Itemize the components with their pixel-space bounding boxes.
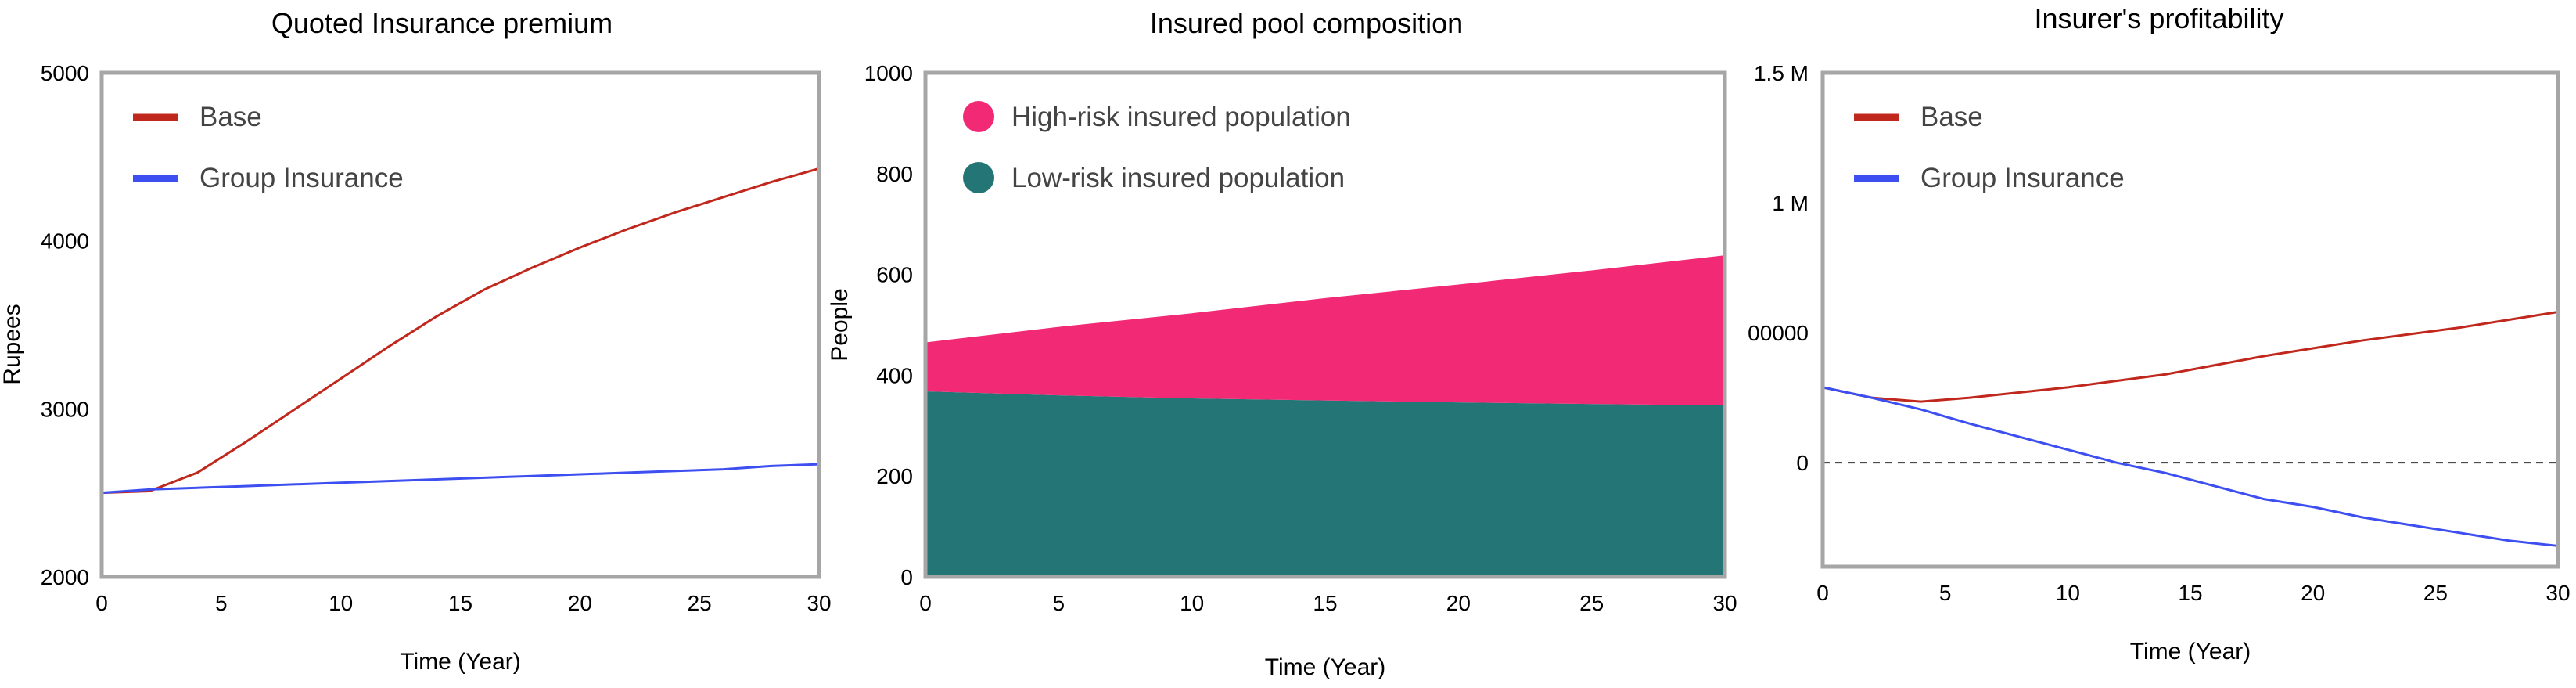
- line-series-1: [1822, 386, 2559, 547]
- x-tick-label: 20: [2301, 581, 2325, 605]
- x-axis-label: Time (Year): [400, 649, 520, 675]
- y-tick-label: 2000: [41, 565, 89, 589]
- y-tick-label: 1.5 M: [1754, 61, 1809, 85]
- plot-frame: [1820, 70, 2560, 569]
- y-tick-label: 400: [876, 363, 913, 387]
- y-tick-label: 1 M: [1772, 191, 1809, 215]
- x-tick-label: 10: [1180, 591, 1204, 615]
- y-axis-label: People: [827, 288, 853, 361]
- line-series-0: [101, 167, 820, 495]
- plot-frame: [923, 70, 1727, 579]
- y-tick-label: 1000: [864, 61, 913, 85]
- x-tick-label: 10: [329, 591, 353, 615]
- x-tick-label: 5: [215, 591, 228, 615]
- x-tick-label: 30: [807, 591, 831, 615]
- y-tick-label: 5000: [41, 61, 89, 85]
- chart-title: Insured pool composition: [1150, 7, 1463, 39]
- y-tick-label: 800: [876, 162, 913, 186]
- x-tick-label: 25: [1579, 591, 1604, 615]
- y-tick-label: 0: [900, 565, 913, 589]
- x-tick-label: 25: [2423, 581, 2448, 605]
- legend-label: High-risk insured population: [1011, 102, 1351, 132]
- legend-swatch: [963, 162, 994, 193]
- y-tick-label: 3000: [41, 397, 89, 421]
- legend-label: Base: [1920, 102, 1983, 132]
- x-tick-label: 0: [919, 591, 932, 615]
- legend-label: Low-risk insured population: [1011, 163, 1345, 193]
- x-tick-label: 10: [2056, 581, 2080, 605]
- plot-frame: [99, 70, 821, 579]
- legend-label: Group Insurance: [199, 163, 404, 193]
- line-series-1: [101, 463, 820, 495]
- legend-swatch: [963, 101, 994, 132]
- y-tick-label: 200: [876, 464, 913, 488]
- x-axis-label: Time (Year): [1265, 654, 1385, 680]
- x-axis-label: Time (Year): [2130, 639, 2251, 665]
- x-tick-label: 20: [568, 591, 592, 615]
- area-series-1: [925, 255, 1725, 406]
- legend-label: Group Insurance: [1920, 163, 2125, 193]
- x-tick-label: 25: [688, 591, 712, 615]
- x-tick-label: 30: [2545, 581, 2570, 605]
- x-tick-label: 5: [1939, 581, 1952, 605]
- y-tick-label: 600: [876, 263, 913, 287]
- line-series-0: [1822, 311, 2559, 403]
- y-tick-label: 00000: [1748, 321, 1809, 345]
- x-tick-label: 30: [1712, 591, 1737, 615]
- y-tick-label: 4000: [41, 229, 89, 254]
- chart-title: Quoted Insurance premium: [271, 7, 613, 39]
- x-tick-label: 15: [448, 591, 472, 615]
- x-tick-label: 0: [1816, 581, 1829, 605]
- y-tick-label: 0: [1796, 451, 1809, 475]
- x-tick-label: 0: [95, 591, 108, 615]
- x-tick-label: 20: [1446, 591, 1471, 615]
- chart-title: Insurer's profitability: [2035, 2, 2284, 34]
- area-series-0: [925, 391, 1725, 577]
- x-tick-label: 15: [2178, 581, 2202, 605]
- x-tick-label: 5: [1053, 591, 1065, 615]
- x-tick-label: 15: [1313, 591, 1337, 615]
- legend-label: Base: [199, 102, 262, 132]
- y-axis-label: Rupees: [0, 304, 25, 384]
